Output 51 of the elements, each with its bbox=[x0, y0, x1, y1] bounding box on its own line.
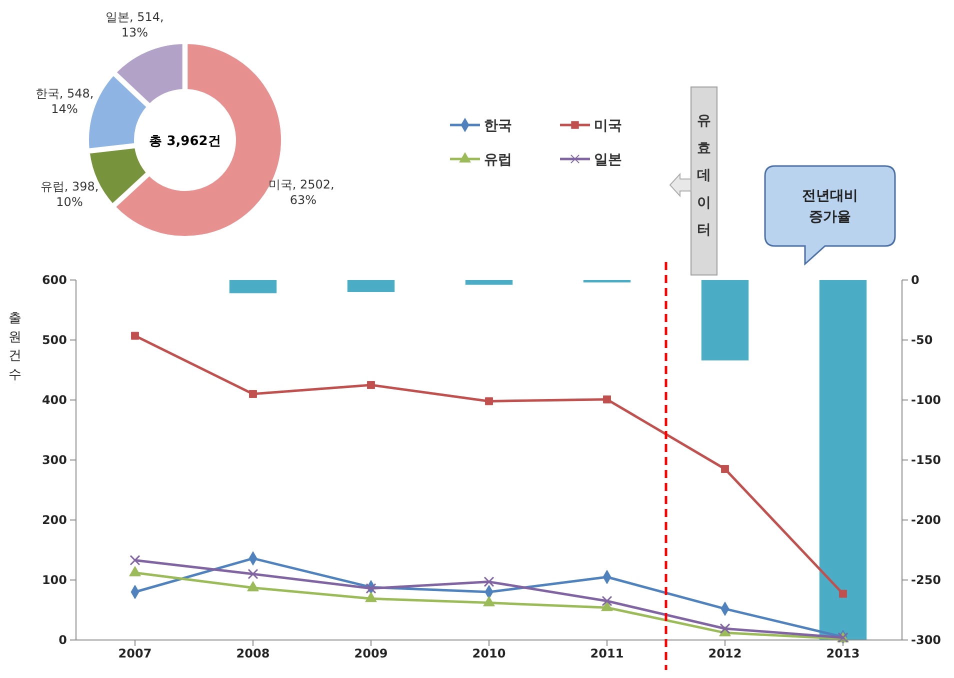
legend-label: 미국 bbox=[594, 118, 622, 134]
text: 전년대비 증가율 bbox=[802, 188, 858, 225]
legend-label: 일본 bbox=[594, 152, 622, 168]
point bbox=[839, 590, 847, 598]
point bbox=[131, 332, 139, 340]
point bbox=[249, 390, 257, 398]
y2-tick-label: -300 bbox=[911, 632, 942, 647]
legend-label: 한국 bbox=[484, 118, 512, 134]
y2-tick-label: -50 bbox=[911, 332, 933, 347]
y-tick-label: 200 bbox=[42, 512, 67, 527]
x-tick-label: 2010 bbox=[472, 646, 506, 661]
point bbox=[721, 465, 729, 473]
y-tick-label: 600 bbox=[42, 272, 67, 287]
point bbox=[485, 397, 493, 406]
point bbox=[601, 600, 613, 612]
point bbox=[366, 583, 376, 594]
y2-tick-label: 0 bbox=[911, 272, 920, 287]
ref-line-label: 유효데이터 bbox=[697, 113, 711, 238]
x-tick-label: 2007 bbox=[118, 646, 152, 661]
point bbox=[603, 395, 611, 404]
text: 총 3,962건 bbox=[149, 134, 221, 149]
point bbox=[247, 581, 259, 592]
y2-tick-label: -200 bbox=[911, 512, 942, 527]
y-tick-label: 400 bbox=[42, 392, 67, 407]
y-tick-label: 0 bbox=[58, 632, 67, 647]
point bbox=[367, 381, 375, 389]
point bbox=[720, 623, 730, 634]
x-tick-label: 2008 bbox=[236, 646, 270, 661]
point bbox=[248, 568, 258, 580]
y-axis-title: 출원건수 bbox=[8, 311, 22, 383]
y2-tick-label: -250 bbox=[911, 572, 942, 587]
slice-label: 일본, 514, 13% bbox=[105, 10, 164, 40]
point bbox=[602, 596, 612, 606]
x-tick-label: 2012 bbox=[708, 646, 742, 661]
point bbox=[484, 576, 494, 588]
x-tick-label: 2011 bbox=[590, 646, 624, 661]
point bbox=[130, 554, 140, 566]
y2-tick-label: -100 bbox=[911, 392, 942, 407]
point bbox=[129, 566, 141, 576]
slice-label: 미국, 2502, 63% bbox=[268, 178, 334, 208]
y-tick-label: 300 bbox=[42, 452, 67, 467]
x-tick-label: 2013 bbox=[826, 646, 860, 661]
slice-label: 유럽, 398, 10% bbox=[40, 179, 99, 210]
y2-tick-label: -150 bbox=[911, 452, 942, 467]
point bbox=[483, 596, 495, 606]
legend-label: 유럽 bbox=[484, 152, 512, 168]
y-tick-label: 500 bbox=[42, 332, 67, 347]
point bbox=[365, 592, 377, 602]
y-tick-label: 100 bbox=[42, 572, 67, 587]
slice-label: 한국, 548, 14% bbox=[35, 86, 94, 116]
x-tick-label: 2009 bbox=[354, 646, 388, 661]
